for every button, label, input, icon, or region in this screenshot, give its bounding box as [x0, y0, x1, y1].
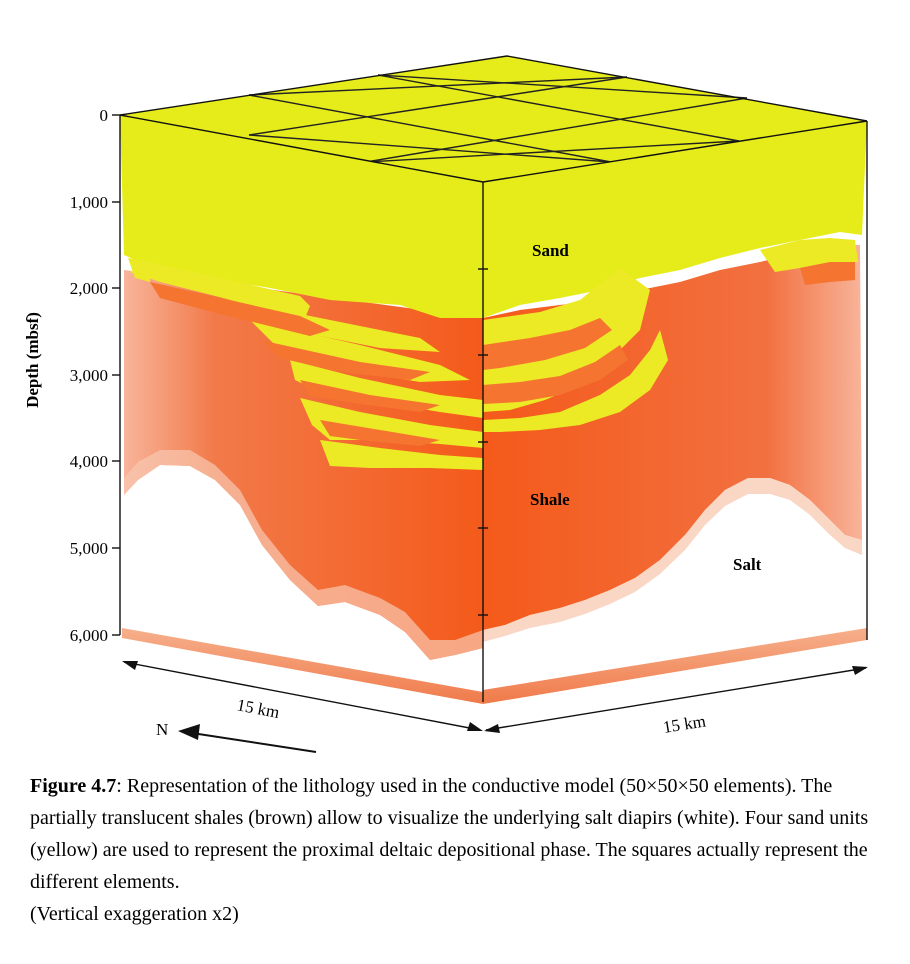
sand-label: Sand	[532, 241, 569, 260]
left-dimension	[122, 661, 483, 731]
depth-tick-label: 3,000	[70, 366, 108, 385]
front-edge-ticks	[478, 268, 488, 616]
depth-tick-label: 6,000	[70, 626, 108, 645]
top-face-grid	[248, 74, 748, 163]
right-dimension	[484, 666, 868, 733]
depth-tick-label: 5,000	[70, 539, 108, 558]
depth-tick-label: 2,000	[70, 279, 108, 298]
north-arrow-icon	[178, 724, 317, 753]
right-sand	[483, 121, 867, 318]
shale-label: Shale	[530, 490, 570, 509]
figure-caption: Figure 4.7: Representation of the lithol…	[30, 770, 900, 930]
caption-text: : Representation of the lithology used i…	[30, 775, 869, 893]
depth-tick-label: 4,000	[70, 452, 108, 471]
caption-note: (Vertical exaggeration x2)	[30, 903, 239, 925]
depth-tick-label: 1,000	[70, 193, 108, 212]
left-face	[120, 115, 483, 704]
north-label: N	[156, 720, 168, 739]
right-face	[483, 121, 867, 704]
salt-label: Salt	[733, 555, 762, 574]
depth-tick-label: 0	[100, 106, 109, 125]
depth-axis-title: Depth (mbsf)	[23, 312, 42, 408]
caption-label: Figure 4.7	[30, 775, 117, 797]
right-dimension-label: 15 km	[662, 711, 707, 736]
lithology-block-diagram: 0 1,000 2,000 3,000 4,000 5,000 6,000 De…	[23, 55, 868, 753]
depth-axis: 0 1,000 2,000 3,000 4,000 5,000 6,000 De…	[23, 106, 120, 645]
left-dimension-label: 15 km	[235, 695, 281, 722]
